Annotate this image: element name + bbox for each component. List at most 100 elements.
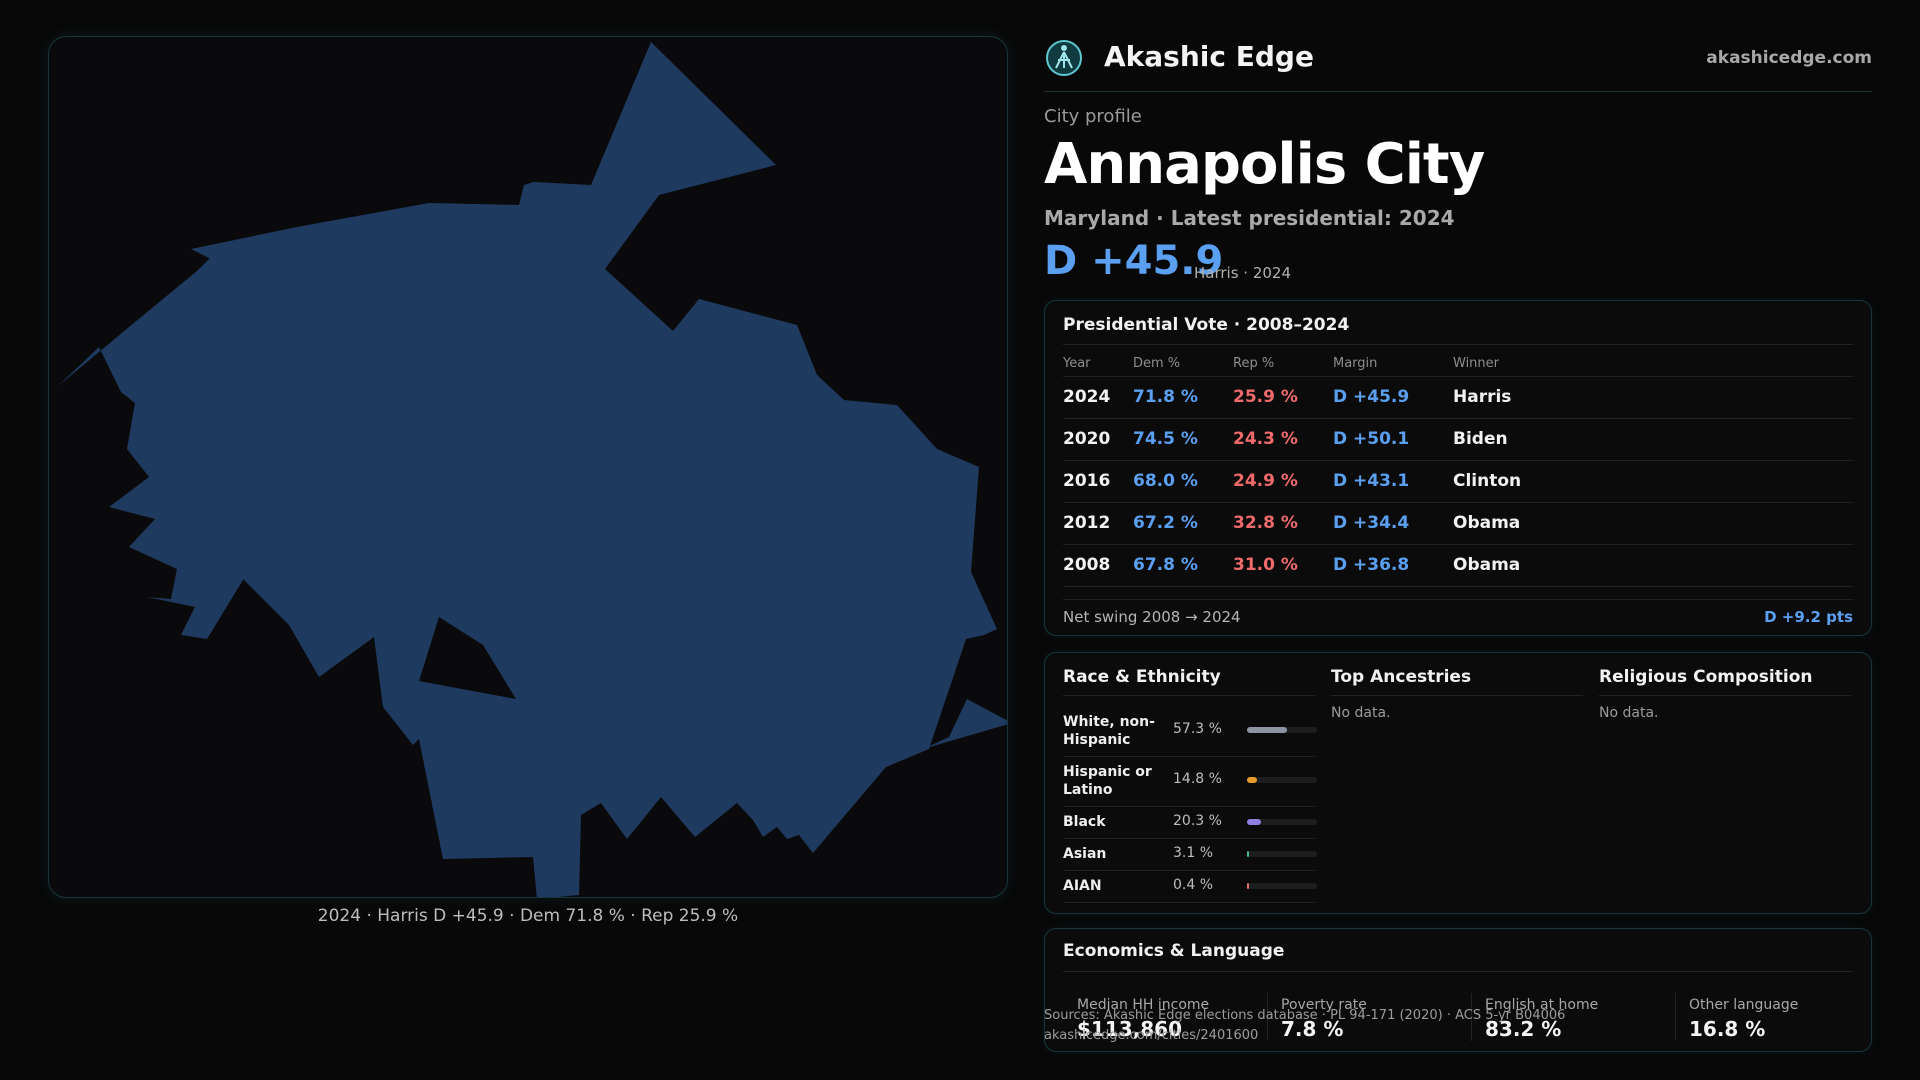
race-bar-track [1247,883,1317,889]
margin-cell: D +45.9 [1333,387,1410,407]
stat-median-income: Median HH income $113,860 [1063,985,1263,1041]
race-ethnicity-section: Race & Ethnicity White, non-Hispanic 57.… [1063,653,1317,913]
latest-margin-note: Harris · 2024 [1194,264,1292,282]
site-header: Akashic Edge akashicedge.com [1044,36,1872,92]
map-caption: 2024 · Harris D +45.9 · Dem 71.8 % · Rep… [317,906,739,926]
divider [1063,695,1315,696]
list-item: Black 20.3 % [1063,807,1317,839]
column-header-margin: Margin [1333,356,1378,371]
presidential-vote-title: Presidential Vote · 2008–2024 [1063,315,1350,335]
stat-other-language: Other language 16.8 % [1675,985,1875,1041]
margin-cell: D +43.1 [1333,471,1410,491]
ancestries-empty: No data. [1331,705,1391,721]
dem-cell: 67.8 % [1133,555,1198,575]
page-title: Annapolis City [1044,132,1485,197]
religion-empty: No data. [1599,705,1659,721]
race-name: Asian [1063,846,1107,862]
list-item: White, non-Hispanic 57.3 % [1063,705,1317,757]
city-boundary-map [57,42,1007,897]
rep-cell: 32.8 % [1233,513,1298,533]
dem-cell: 74.5 % [1133,429,1198,449]
rep-cell: 31.0 % [1233,555,1298,575]
race-pct: 57.3 % [1173,721,1222,737]
rep-cell: 25.9 % [1233,387,1298,407]
divider [1267,993,1268,1041]
stat-label: Median HH income [1077,997,1210,1013]
list-item: Asian 3.1 % [1063,839,1317,871]
stat-english-at-home: English at home 83.2 % [1471,985,1671,1041]
brand-name[interactable]: Akashic Edge [1104,40,1314,73]
ancestries-section: Top Ancestries No data. [1331,653,1583,913]
table-header: Year Dem % Rep % Margin Winner [1063,349,1853,377]
race-bar-track [1247,819,1317,825]
presidential-table: Year Dem % Rep % Margin Winner 2024 71.8… [1063,349,1853,587]
religion-title: Religious Composition [1599,667,1813,687]
race-pct: 20.3 % [1173,813,1222,829]
profile-panel: Akashic Edge akashicedge.com City profil… [1044,0,1872,1080]
net-swing: Net swing 2008 → 2024 D +9.2 pts [1063,599,1853,626]
dem-cell: 67.2 % [1133,513,1198,533]
city-boundary-shape [57,42,997,897]
table-row: 2024 71.8 % 25.9 % D +45.9 Harris [1063,377,1853,419]
akashic-logo-icon[interactable] [1044,38,1084,78]
winner-cell: Obama [1453,513,1521,533]
race-name: White, non-Hispanic [1063,714,1155,748]
winner-cell: Obama [1453,555,1521,575]
column-header-year: Year [1063,356,1091,371]
race-list: White, non-Hispanic 57.3 % Hispanic or L… [1063,705,1317,903]
stat-label: English at home [1485,997,1599,1013]
map-gap-shape [419,617,516,699]
dem-cell: 68.0 % [1133,471,1198,491]
net-swing-value: D +9.2 pts [1764,608,1853,626]
profile-kicker: City profile [1044,106,1142,127]
table-row: 2016 68.0 % 24.9 % D +43.1 Clinton [1063,461,1853,503]
race-bar-fill [1247,819,1262,825]
economics-card: Economics & Language Median HH income $1… [1044,928,1872,1052]
divider [1471,993,1472,1041]
ancestries-title: Top Ancestries [1331,667,1472,687]
winner-cell: Clinton [1453,471,1522,491]
stat-value: $113,860 [1077,1017,1183,1041]
city-map [48,36,1008,898]
latest-margin: D +45.9 [1044,238,1224,284]
demographics-card: Race & Ethnicity White, non-Hispanic 57.… [1044,652,1872,914]
table-row: 2020 74.5 % 24.3 % D +50.1 Biden [1063,419,1853,461]
table-row: 2008 67.8 % 31.0 % D +36.8 Obama [1063,545,1853,587]
column-header-rep: Rep % [1233,356,1275,371]
race-bar-fill [1247,851,1250,857]
religion-section: Religious Composition No data. [1599,653,1851,913]
page-footer: Sources: Akashic Edge elections database… [1044,1006,1565,1046]
rep-cell: 24.3 % [1233,429,1298,449]
margin-cell: D +36.8 [1333,555,1410,575]
net-swing-label: Net swing 2008 → 2024 [1063,608,1241,626]
race-bar-fill [1247,727,1288,733]
year-cell: 2016 [1063,471,1111,491]
presidential-vote-card: Presidential Vote · 2008–2024 Year Dem %… [1044,300,1872,636]
race-name: Black [1063,814,1106,830]
economics-title: Economics & Language [1063,941,1285,961]
race-ethnicity-title: Race & Ethnicity [1063,667,1221,687]
race-bar-track [1247,851,1317,857]
dem-cell: 71.8 % [1133,387,1198,407]
race-bar-track [1247,777,1317,783]
map-peninsula-shape [923,699,1007,749]
page-url[interactable]: akashicedge.com/cities/2401600 [1044,1028,1259,1043]
winner-cell: Biden [1453,429,1508,449]
race-pct: 0.4 % [1173,877,1214,893]
profile-subtitle: Maryland · Latest presidential: 2024 [1044,206,1455,230]
stat-label: Other language [1689,997,1799,1013]
race-bar-track [1247,727,1317,733]
divider [1063,344,1853,345]
list-item: Hispanic or Latino 14.8 % [1063,757,1317,807]
race-pct: 3.1 % [1173,845,1214,861]
site-link[interactable]: akashicedge.com [1706,48,1872,68]
year-cell: 2012 [1063,513,1111,533]
divider [1599,695,1851,696]
divider [1675,993,1676,1041]
year-cell: 2008 [1063,555,1111,575]
column-header-dem: Dem % [1133,356,1181,371]
stat-value: 7.8 % [1281,1017,1344,1041]
rep-cell: 24.9 % [1233,471,1298,491]
stat-label: Poverty rate [1281,997,1367,1013]
stat-value: 83.2 % [1485,1017,1562,1041]
